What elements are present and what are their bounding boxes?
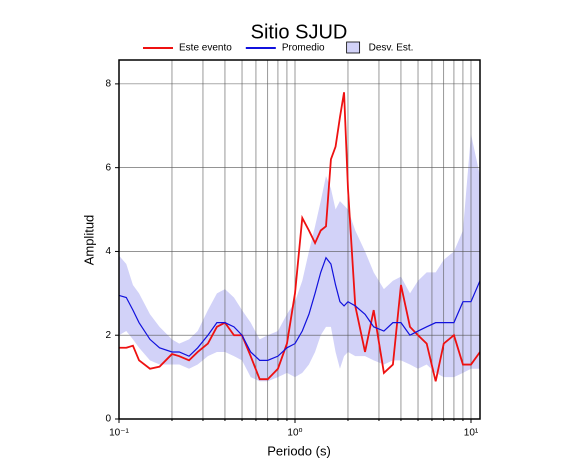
x-axis-label: Periodo (s) — [267, 443, 331, 458]
plot-frame — [118, 59, 481, 420]
y-tick-label: 6 — [105, 162, 111, 173]
std-band — [119, 134, 480, 382]
x-tick-label: 10⁰ — [287, 428, 302, 439]
series-line — [119, 92, 480, 382]
legend-label: Promedio — [282, 43, 325, 54]
legend-label: Desv. Est. — [369, 43, 414, 54]
y-tick-label: 0 — [105, 414, 111, 425]
legend-label: Este evento — [179, 43, 232, 54]
y-axis-label: Amplitud — [81, 215, 96, 266]
x-tick-label: 10⁻¹ — [109, 428, 129, 439]
y-tick-label: 8 — [105, 79, 111, 90]
y-tick-label: 2 — [105, 330, 111, 341]
series-line — [119, 256, 480, 361]
chart-title: Sitio SJUD — [251, 21, 348, 43]
y-tick-label: 4 — [105, 246, 111, 257]
lines — [119, 92, 480, 382]
x-tick-label: 10¹ — [464, 428, 479, 439]
legend-swatch — [346, 41, 361, 54]
plot — [119, 134, 480, 382]
